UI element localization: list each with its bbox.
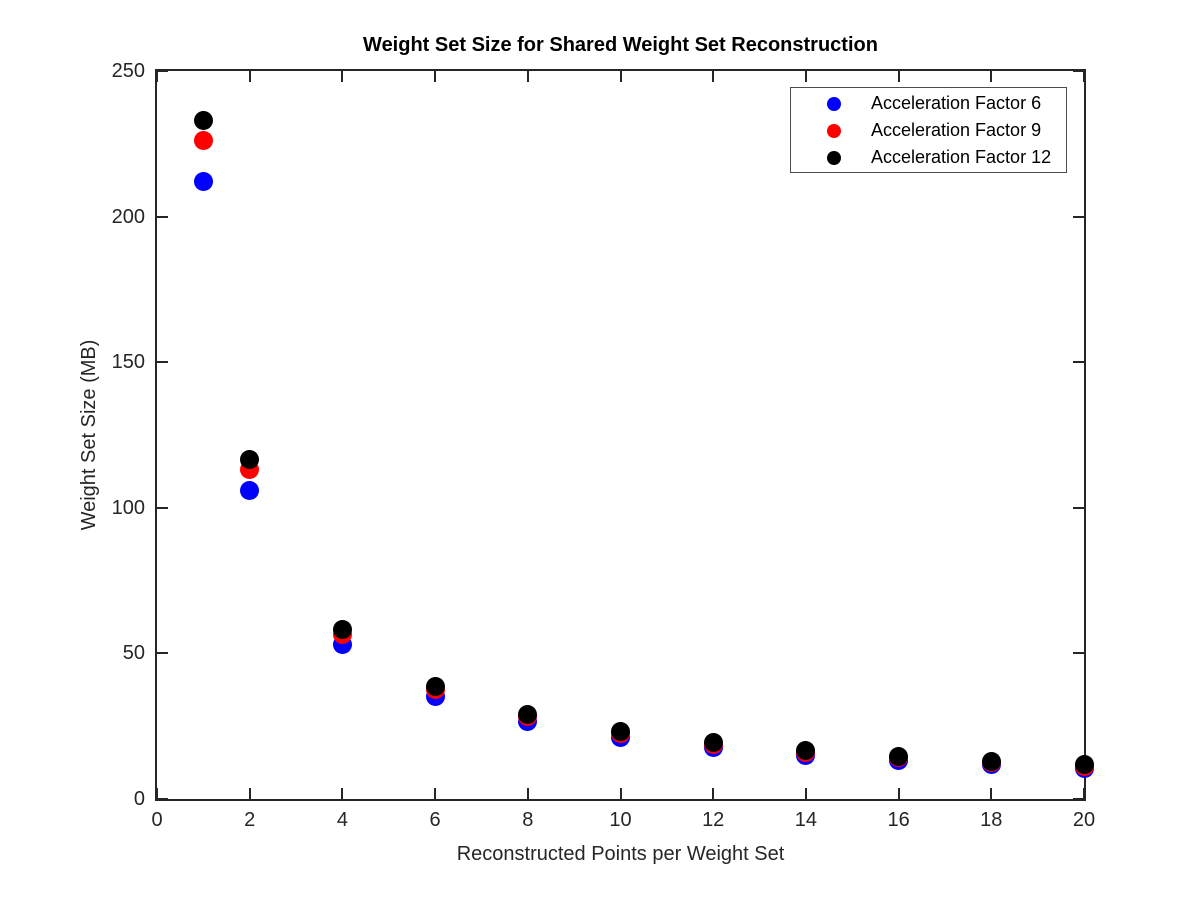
- x-tick-top: [804, 71, 807, 82]
- x-tick-top: [1083, 71, 1085, 82]
- legend-label: Acceleration Factor 6: [871, 93, 1042, 113]
- y-tick: [157, 798, 168, 800]
- chart-title: Weight Set Size for Shared Weight Set Re…: [363, 34, 878, 56]
- y-tick: [157, 652, 168, 655]
- x-tick-label: 12: [702, 809, 725, 831]
- y-tick-right: [1073, 652, 1084, 655]
- x-tick-label: 6: [429, 809, 441, 831]
- x-tick-label: 4: [336, 809, 348, 831]
- data-point: [332, 619, 352, 639]
- y-axis-label: Weight Set Size (MB): [78, 339, 100, 531]
- y-tick: [157, 70, 168, 72]
- x-tick: [1083, 788, 1085, 799]
- y-tick-label: 200: [111, 205, 145, 228]
- x-tick-label: 16: [887, 809, 910, 831]
- data-point: [889, 746, 909, 766]
- x-tick-top: [619, 71, 622, 82]
- y-tick-right: [1073, 215, 1084, 218]
- x-axis-label: Reconstructed Points per Weight Set: [456, 843, 785, 865]
- x-tick-label: 8: [522, 809, 534, 831]
- y-tick-label: 100: [111, 496, 145, 519]
- data-point: [240, 480, 260, 500]
- x-tick-label: 10: [609, 809, 632, 831]
- legend-item: Acceleration Factor 6: [791, 90, 1066, 117]
- x-tick: [712, 788, 715, 799]
- data-point: [518, 704, 538, 724]
- x-tick: [341, 788, 344, 799]
- plot-area: Acceleration Factor 6 Acceleration Factor…: [112, 60, 1096, 831]
- legend: Acceleration Factor 6 Acceleration Factor…: [790, 87, 1067, 173]
- y-tick-right: [1073, 361, 1084, 364]
- data-point: [193, 111, 213, 130]
- data-point: [611, 721, 630, 741]
- data-point: [425, 676, 445, 696]
- x-tick-top: [341, 71, 344, 82]
- x-tick-top: [712, 71, 715, 82]
- x-tick-top: [526, 71, 529, 82]
- y-tick-right: [1073, 70, 1084, 72]
- y-tick-right: [1073, 798, 1084, 800]
- data-point: [1074, 755, 1094, 775]
- x-tick-top: [248, 71, 251, 82]
- x-tick: [248, 788, 251, 799]
- x-tick: [619, 788, 622, 799]
- data-point: [240, 450, 260, 470]
- legend-marker-circle-icon: [827, 96, 841, 111]
- x-tick-label: 18: [980, 809, 1003, 831]
- data-point: [703, 733, 723, 752]
- data-point: [193, 172, 213, 192]
- y-tick: [157, 215, 168, 218]
- y-tick: [157, 361, 168, 364]
- x-tick-label: 20: [1072, 809, 1096, 831]
- x-tick: [990, 788, 993, 799]
- y-tick-right: [1073, 506, 1084, 509]
- x-tick: [804, 788, 807, 799]
- data-point: [796, 741, 816, 761]
- y-tick-label: 0: [133, 788, 145, 810]
- x-tick: [897, 788, 900, 799]
- x-tick: [526, 788, 529, 799]
- legend-marker-circle-icon: [827, 123, 841, 138]
- legend-marker-circle-icon: [827, 150, 841, 165]
- legend-item: Acceleration Factor 12: [791, 144, 1066, 171]
- x-tick-top: [156, 71, 158, 82]
- x-tick: [434, 788, 437, 799]
- x-tick-label: 2: [244, 809, 256, 831]
- legend-item: Acceleration Factor 9: [791, 117, 1066, 144]
- y-tick-label: 50: [122, 642, 145, 665]
- x-tick-top: [990, 71, 993, 82]
- x-tick-top: [897, 71, 900, 82]
- data-point: [193, 131, 213, 151]
- x-tick-top: [434, 71, 437, 82]
- x-tick: [156, 788, 158, 799]
- y-tick-label: 150: [111, 351, 145, 374]
- x-tick-label: 14: [794, 809, 818, 831]
- legend-label: Acceleration Factor 9: [871, 120, 1042, 140]
- legend-label: Acceleration Factor 12: [871, 147, 1052, 167]
- x-tick-label: 0: [151, 809, 163, 831]
- y-tick: [157, 506, 168, 509]
- data-point: [981, 751, 1001, 771]
- y-tick-label: 250: [111, 60, 145, 82]
